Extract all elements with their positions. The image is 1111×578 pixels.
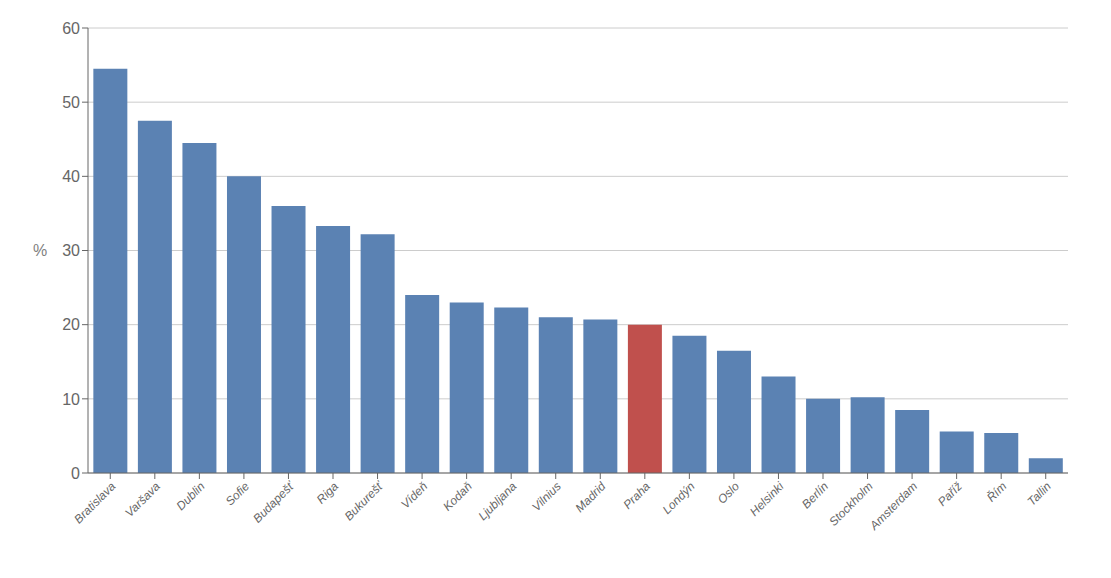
svg-text:Sofie: Sofie: [223, 479, 252, 508]
svg-text:Helsinki: Helsinki: [747, 479, 787, 519]
svg-text:Tallin: Tallin: [1024, 479, 1054, 509]
svg-text:Bratislava: Bratislava: [71, 479, 118, 526]
svg-text:Budapešť: Budapešť: [250, 478, 298, 526]
svg-text:Kodaň: Kodaň: [440, 479, 475, 514]
svg-text:Řím: Řím: [983, 479, 1009, 505]
svg-text:Riga: Riga: [314, 479, 342, 507]
svg-text:Vídeň: Vídeň: [398, 479, 430, 511]
svg-text:Praha: Praha: [620, 479, 653, 512]
svg-text:Oslo: Oslo: [715, 479, 743, 507]
svg-text:50: 50: [62, 94, 80, 111]
svg-text:Amsterdam: Amsterdam: [866, 479, 920, 533]
svg-text:40: 40: [62, 168, 80, 185]
svg-text:Dublin: Dublin: [174, 479, 208, 513]
svg-text:20: 20: [62, 316, 80, 333]
svg-text:30: 30: [62, 242, 80, 259]
svg-text:Ljubljana: Ljubljana: [475, 479, 519, 523]
svg-text:Paříž: Paříž: [935, 479, 965, 509]
svg-text:10: 10: [62, 391, 80, 408]
svg-text:Madrid: Madrid: [573, 479, 609, 515]
svg-text:Varšava: Varšava: [122, 479, 163, 520]
svg-text:Londýn: Londýn: [660, 479, 698, 517]
svg-text:%: %: [33, 242, 47, 259]
svg-text:Berlín: Berlín: [799, 479, 831, 511]
svg-text:60: 60: [62, 20, 80, 37]
svg-text:Vilnius: Vilnius: [529, 479, 564, 514]
svg-text:Bukurešť: Bukurešť: [342, 478, 387, 523]
svg-text:Stockholm: Stockholm: [826, 479, 876, 529]
svg-text:0: 0: [71, 465, 80, 482]
